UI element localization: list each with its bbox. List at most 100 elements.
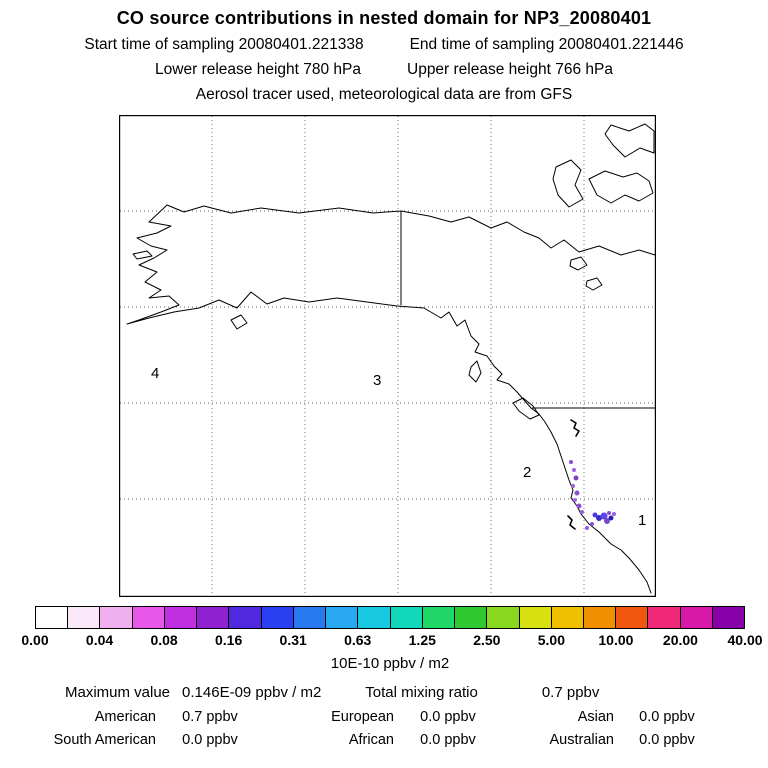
colorbar-tick: 5.00	[537, 632, 565, 648]
figure-header: CO source contributions in nested domain…	[0, 0, 768, 104]
colorbar-cell	[229, 607, 262, 628]
haida-gwaii-island	[468, 360, 482, 383]
region-value: 0.0 ppbv	[639, 732, 695, 748]
colorbar-tick: 20.00	[662, 632, 698, 648]
colorbar-cell	[455, 607, 488, 628]
figure-title: CO source contributions in nested domain…	[116, 8, 652, 28]
colorbar-cell	[648, 607, 681, 628]
colorbar-tick: 0.31	[279, 632, 307, 648]
scatter-point	[612, 512, 616, 516]
region-stats-table: American 0.7 ppbv European 0.0 ppbv Asia…	[28, 709, 768, 748]
colorbar-cell	[712, 607, 745, 628]
scatter-points-layer	[569, 460, 616, 530]
colorbar-tick-labels: 0.00 0.04 0.08 0.16 0.31 0.63 1.25 2.50 5.00 10.0…	[21, 632, 762, 650]
vancouver-island	[512, 397, 540, 420]
region-label-4: 4	[151, 365, 159, 382]
region-name: European	[331, 709, 394, 725]
coastlines	[126, 123, 656, 594]
colorbar-cell	[261, 607, 294, 628]
colorbar-cell	[551, 607, 584, 628]
region-value: 0.0 ppbv	[182, 732, 238, 748]
lower-release-text: Lower release height 780 hPa	[155, 61, 361, 78]
colorbar-tick: 0.04	[85, 632, 114, 648]
stats-summary-line: Maximum value 0.146E-09 ppbv / m2 Total …	[0, 684, 768, 701]
region-label-3: 3	[373, 372, 381, 389]
monterey-bay-detail	[567, 515, 576, 530]
kodiak-island	[230, 314, 248, 330]
region-label-1: 1	[638, 512, 646, 529]
colorbar-cell	[100, 607, 133, 628]
banks-island	[552, 159, 584, 208]
scatter-point	[572, 468, 576, 472]
borders	[400, 211, 655, 409]
sf-bay-detail	[570, 419, 580, 437]
st-lawrence-island	[132, 250, 153, 260]
release-heights-line: Lower release height 780 hPa Upper relea…	[0, 61, 768, 79]
colorbar-cell	[487, 607, 520, 628]
tracer-info-line: Aerosol tracer used, meteorological data…	[0, 86, 768, 104]
colorbar-tick: 0.63	[344, 632, 372, 648]
colorbar-tick: 0.00	[21, 632, 49, 648]
colorbar-cell	[422, 607, 456, 628]
map: 4 3 2 1	[119, 115, 656, 597]
colorbar-tick: 0.16	[215, 632, 243, 648]
scatter-point	[600, 512, 608, 520]
colorbar-tick: 2.50	[473, 632, 501, 648]
region-name: Asian	[577, 709, 614, 725]
region-name: American	[94, 709, 156, 725]
region-label-2: 2	[523, 464, 531, 481]
colorbar-cell	[164, 607, 198, 628]
scatter-point	[607, 511, 611, 515]
map-gridlines	[120, 116, 655, 595]
colorbar-cell	[293, 607, 327, 628]
colorbar-tick: 0.08	[150, 632, 178, 648]
colorbar-cell	[583, 607, 617, 628]
sampling-times-line: Start time of sampling 20080401.221338 E…	[0, 36, 768, 54]
maximum-value: 0.146E-09 ppbv / m2	[182, 684, 322, 701]
scatter-point	[576, 503, 582, 509]
colorbar-cell	[358, 607, 391, 628]
colorbar-cell	[680, 607, 713, 628]
region-value: 0.7 ppbv	[182, 709, 238, 725]
colorbar	[35, 606, 745, 629]
lake-outline-1	[569, 256, 588, 271]
upper-release-text: Upper release height 766 hPa	[407, 61, 613, 78]
mainland-coastline	[126, 204, 656, 594]
lake-outline-2	[585, 277, 603, 291]
scatter-point	[604, 518, 610, 524]
colorbar-cell	[68, 607, 101, 628]
total-mixing-ratio-value: 0.7 ppbv	[541, 684, 600, 701]
scatter-point	[574, 490, 580, 496]
colorbar-cell	[132, 607, 165, 628]
colorbar-units-label: 10E-10 ppbv / m2	[330, 655, 450, 672]
colorbar-tick: 10.00	[598, 632, 634, 648]
region-name: Australian	[549, 732, 614, 748]
region-labels: 4 3 2 1	[151, 365, 646, 529]
tracer-info-text: Aerosol tracer used, meteorological data…	[195, 86, 573, 103]
scatter-point	[569, 460, 573, 464]
start-time-text: Start time of sampling 20080401.221338	[84, 36, 364, 53]
end-time-text: End time of sampling 20080401.221446	[409, 36, 684, 53]
scatter-point	[580, 510, 584, 514]
colorbar-cell	[519, 607, 552, 628]
scatter-point	[573, 498, 577, 502]
scatter-point	[573, 475, 579, 481]
region-name: South American	[53, 732, 156, 748]
victoria-island	[588, 170, 654, 204]
map-panel: 4 3 2 1	[119, 115, 656, 597]
scatter-point	[592, 512, 598, 518]
stats-block: Maximum value 0.146E-09 ppbv / m2 Total …	[0, 684, 768, 748]
colorbar-cell	[390, 607, 423, 628]
map-border	[119, 115, 656, 597]
colorbar-tick: 40.00	[727, 632, 763, 648]
total-mixing-ratio-label: Total mixing ratio	[365, 684, 478, 701]
scatter-point	[590, 522, 594, 526]
colorbar-cell	[616, 607, 649, 628]
scatter-point	[608, 515, 614, 521]
maximum-value-label: Maximum value	[65, 684, 171, 701]
colorbar-panel: 0.00 0.04 0.08 0.16 0.31 0.63 1.25 2.50 5.00 10.0…	[21, 606, 763, 672]
scatter-point	[585, 526, 589, 530]
arctic-island-corner	[604, 123, 655, 158]
colorbar-cell	[36, 607, 69, 628]
